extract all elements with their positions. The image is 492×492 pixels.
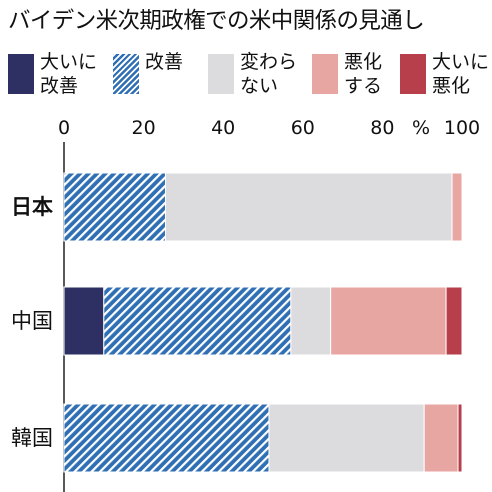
bar-segment [457,403,463,473]
x-tick-label: 60 [291,117,315,139]
category-label: 日本 [11,195,53,219]
legend-swatch [113,54,139,94]
legend: 大いに 改善 改善 変わら ない 悪化 する 大いに 悪化 [0,48,492,102]
legend-label: 悪化 する [344,51,383,97]
bar-segment [330,286,447,356]
bar-segment [63,286,105,356]
chart-title: バイデン米次期政権での米中関係の見通し [8,8,425,34]
bar-segment [451,172,463,242]
bar-segment [103,286,292,356]
legend-swatch [8,54,34,94]
bar-segment [164,172,453,242]
legend-swatch [312,54,338,94]
category-label: 中国 [11,309,53,333]
legend-swatch [208,54,234,94]
bar-segment [423,403,459,473]
x-tick-label: 100 [444,117,480,139]
x-unit-label: % [412,117,430,139]
legend-swatch [400,54,426,94]
category-label: 韓国 [11,426,53,450]
bar-segment [268,403,425,473]
bar-segment [290,286,332,356]
bar-segment [445,286,463,356]
bar-segment [63,172,166,242]
legend-label: 大いに 改善 [40,51,98,97]
bar-segment [63,403,270,473]
legend-label: 大いに 悪化 [432,51,490,97]
legend-label: 変わら ない [240,51,298,97]
x-tick-label: 20 [132,117,156,139]
x-tick-label: 80 [370,117,394,139]
x-tick-label: 40 [211,117,235,139]
x-tick-label: 0 [58,117,70,139]
legend-label: 改善 [145,51,184,73]
